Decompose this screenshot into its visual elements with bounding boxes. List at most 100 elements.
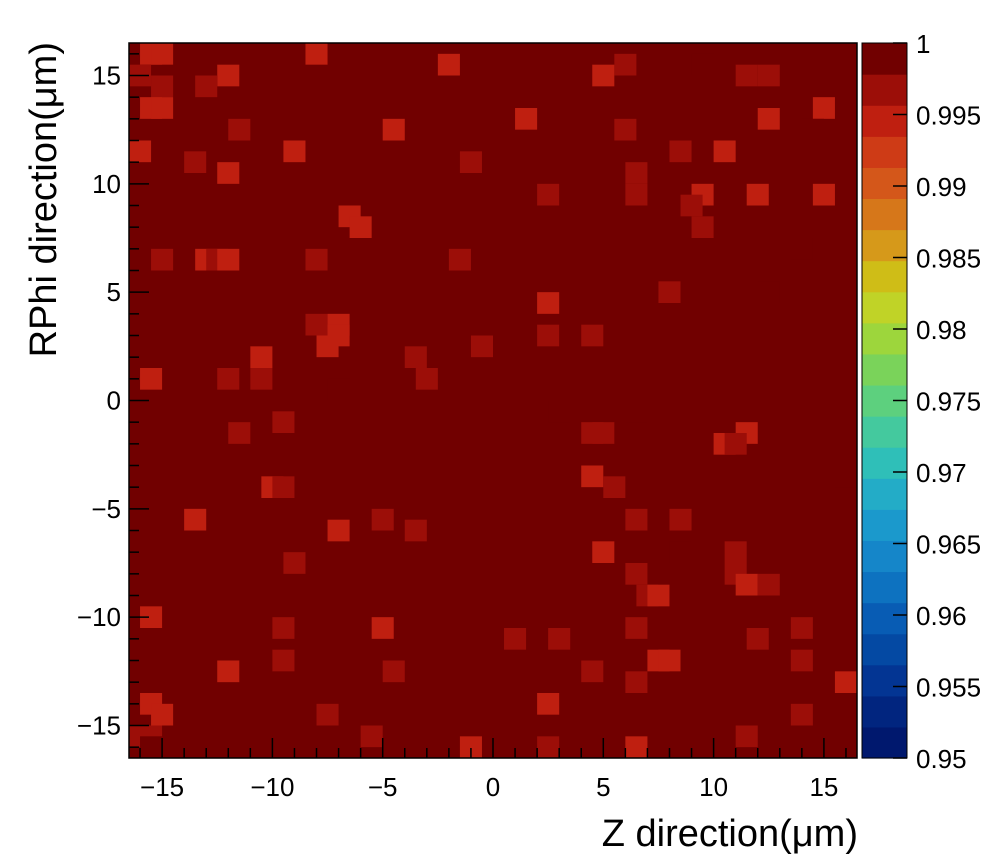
heatmap-cell [625, 400, 648, 423]
heatmap-cell [217, 368, 240, 390]
heatmap-cell [790, 649, 813, 672]
heatmap-cell [151, 97, 174, 119]
heatmap-cell [272, 617, 295, 639]
y-tick-label: 10 [92, 169, 121, 199]
heatmap-cell [625, 617, 648, 639]
colorbar-segment [862, 291, 907, 324]
plot-area [129, 43, 857, 758]
heatmap-cell [592, 541, 615, 563]
heatmap-cell [614, 118, 637, 141]
heatmap-cell [151, 43, 174, 65]
colorbar-tick-label: 0.99 [916, 172, 967, 202]
heatmap-cell [537, 736, 560, 758]
colorbar-tick-label: 0.995 [916, 101, 981, 131]
colorbar-segment [862, 74, 907, 106]
x-tick-label: 10 [699, 772, 728, 802]
heatmap-cell [581, 324, 604, 347]
colorbar-tick-label: 0.98 [916, 315, 967, 345]
heatmap-cell [283, 552, 306, 574]
heatmap-cell [140, 606, 163, 628]
y-tick-label: 15 [92, 61, 121, 91]
colorbar-segment [862, 633, 907, 666]
heatmap-cell [217, 64, 240, 87]
heatmap-cell [217, 162, 240, 184]
heatmap-cell [250, 346, 273, 368]
heatmap-cell [735, 725, 758, 748]
y-axis-title: RPhi direction(μm) [23, 42, 65, 357]
y-tick-label: −15 [77, 711, 121, 741]
heatmap-cell [680, 194, 703, 217]
heatmap-cell [382, 660, 405, 683]
colorbar-tick-label: 0.975 [916, 387, 981, 417]
heatmap-cell [713, 140, 736, 163]
heatmap-cell [812, 97, 835, 119]
heatmap-cell [515, 108, 538, 130]
x-axis-title: Z direction(μm) [602, 813, 858, 855]
heatmap-cell [548, 628, 571, 650]
heatmap-cell [272, 411, 295, 433]
heatmap-cell [658, 649, 681, 672]
colorbar-tick-label: 0.97 [916, 458, 967, 488]
heatmap-cell [250, 368, 273, 390]
heatmap-cell [316, 703, 339, 726]
colorbar-tick-label: 0.96 [916, 601, 967, 631]
heatmap-cell [669, 140, 692, 163]
heatmap-cell [757, 573, 780, 596]
heatmap-cell [404, 519, 427, 542]
heatmap-cell [504, 628, 527, 650]
heatmap-cell [151, 703, 174, 726]
colorbar-segment [862, 105, 907, 137]
x-tick-label: −10 [250, 772, 294, 802]
colorbar-segment [862, 602, 907, 635]
colorbar-segment [862, 447, 907, 479]
heatmap-cell [592, 422, 615, 444]
colorbar-segment [862, 416, 907, 448]
y-tick-label: −10 [77, 602, 121, 632]
heatmap-cell [371, 617, 394, 639]
heatmap-cell [272, 649, 295, 672]
heatmap-cell [537, 693, 560, 715]
colorbar-segment [862, 726, 907, 759]
axes: −15 −10 −5 0 5 10 15 −15 −10 −5 0 5 10 15 [77, 42, 858, 802]
heatmap-cell [625, 671, 648, 693]
heatmap-cell [437, 53, 460, 76]
heatmap-cell [735, 64, 758, 87]
heatmap-cell [724, 541, 747, 563]
heatmap-cell [228, 118, 251, 141]
colorbar-segment [862, 695, 907, 728]
colorbar: 0.95 0.955 0.96 0.965 0.97 0.975 0.98 0.985 0.99… [861, 29, 981, 774]
colorbar-segment [862, 353, 907, 386]
heatmap-background [129, 43, 857, 758]
heatmap-cell [140, 368, 163, 390]
heatmap-cell [603, 476, 626, 498]
heatmap-cell [448, 248, 471, 271]
heatmap-cell [724, 433, 747, 455]
heatmap-cell [735, 573, 758, 596]
heatmap-cell [305, 248, 328, 271]
heatmap-cell [415, 368, 438, 390]
heatmap-cell [217, 660, 240, 683]
heatmap-cell [228, 422, 251, 444]
heatmap-cell [691, 216, 714, 238]
y-tick-label: 5 [107, 277, 121, 307]
heatmap-cell [316, 335, 339, 358]
heatmap-cell [537, 324, 560, 347]
heatmap-cell [459, 151, 482, 173]
y-tick-label: −5 [91, 494, 121, 524]
colorbar-segment [862, 664, 907, 697]
x-tick-label: 15 [809, 772, 838, 802]
heatmap-cell [129, 140, 152, 163]
heatmap-cell [404, 346, 427, 368]
heatmap-cell [669, 541, 692, 563]
heatmap-cell [746, 628, 769, 650]
heatmap-cell [790, 617, 813, 639]
heatmap-cell [371, 508, 394, 531]
colorbar-tick-label: 1 [916, 29, 930, 59]
heatmap-cell [757, 108, 780, 130]
heatmap-cell [217, 248, 240, 271]
colorbar-tick-label: 0.95 [916, 744, 967, 774]
heatmap-cell [669, 508, 692, 531]
x-tick-label: −5 [368, 772, 398, 802]
colorbar-tick-label: 0.965 [916, 530, 981, 560]
